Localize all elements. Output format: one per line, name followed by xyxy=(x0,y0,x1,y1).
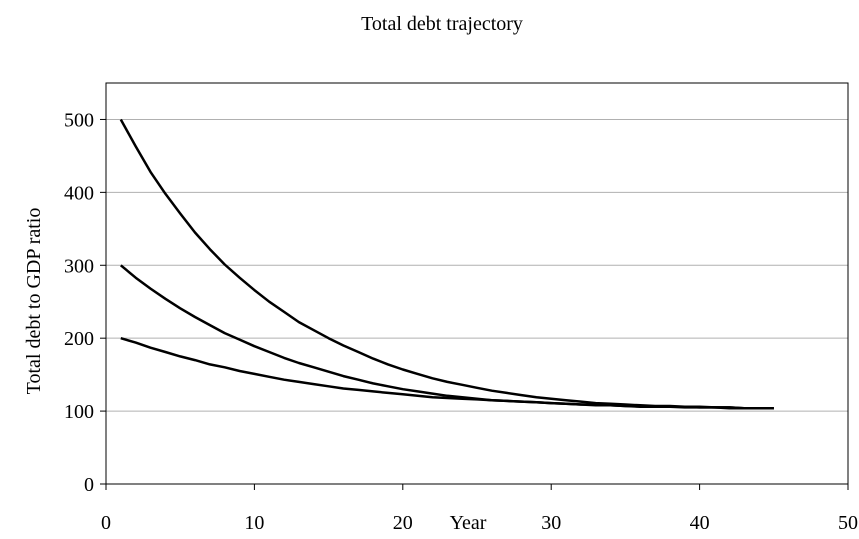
chart-title: Total debt trajectory xyxy=(361,13,523,35)
x-tick-label: 0 xyxy=(101,512,111,534)
series-lines xyxy=(119,118,774,410)
x-tick-label: 20 xyxy=(393,512,413,534)
series-line-3 xyxy=(120,337,774,410)
y-tick-label: 100 xyxy=(64,401,94,423)
x-tick-label: 10 xyxy=(244,512,264,534)
x-tick-label: 30 xyxy=(541,512,561,534)
tick-labels: 0 100 200 300 400 500 0 10 20 30 40 50 xyxy=(64,109,858,534)
y-tick-label: 0 xyxy=(84,474,94,496)
y-tick-label: 200 xyxy=(64,328,94,350)
series-line-2 xyxy=(120,264,774,410)
x-axis-title: Year xyxy=(450,512,487,534)
plot-area-frame xyxy=(105,82,849,485)
y-tick-label: 300 xyxy=(64,255,94,277)
y-tick-label: 400 xyxy=(64,182,94,204)
gridlines xyxy=(106,118,848,412)
x-tick-label: 50 xyxy=(838,512,858,534)
y-axis-title: Total debt to GDP ratio xyxy=(23,208,45,395)
y-tick-label: 500 xyxy=(64,109,94,131)
x-tick-label: 40 xyxy=(690,512,710,534)
axes xyxy=(100,118,849,490)
